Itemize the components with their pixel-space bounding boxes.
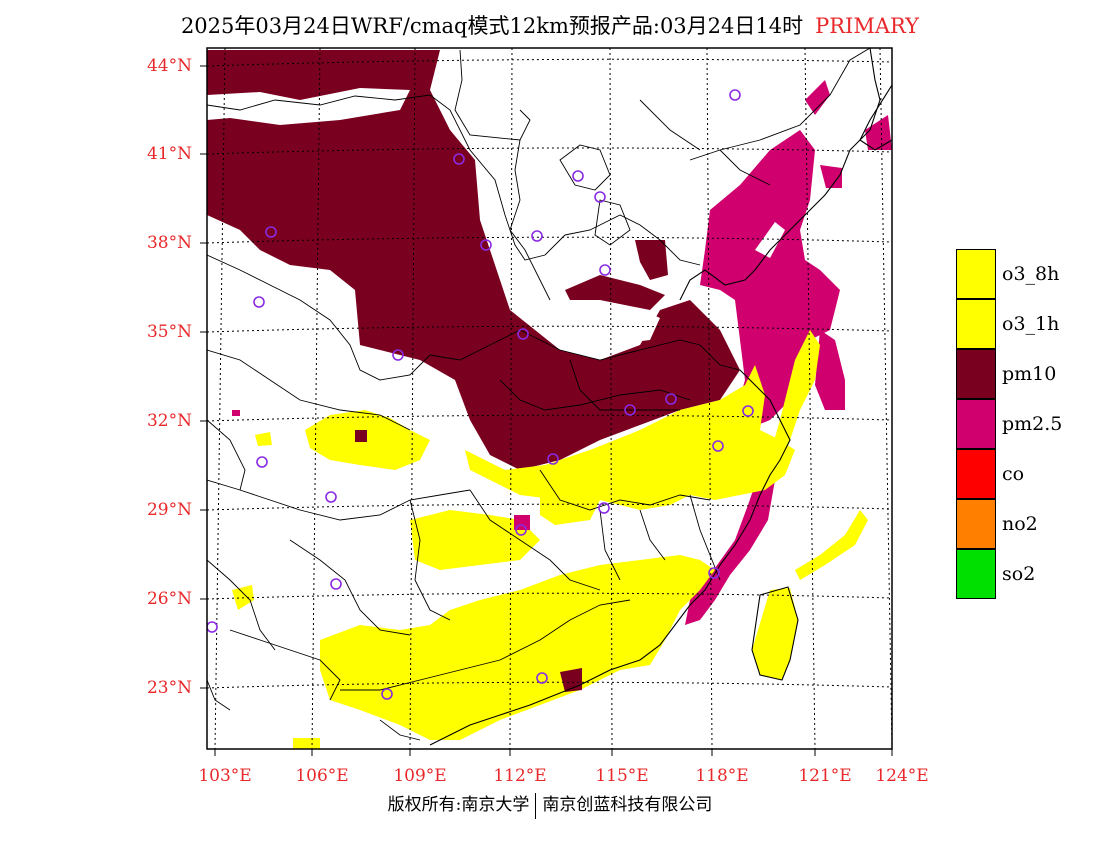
lat-label-38: 38°N bbox=[146, 233, 192, 253]
o3-taiwan bbox=[752, 588, 798, 680]
footer-left: 版权所有:南京大学 bbox=[387, 795, 530, 815]
map-frame bbox=[206, 47, 893, 750]
lon-label-103: 103°E bbox=[198, 766, 252, 786]
o3-bottom-left bbox=[293, 738, 320, 749]
legend-swatch-o3-8h bbox=[956, 249, 996, 299]
legend-label-co: co bbox=[1002, 463, 1025, 485]
pm25-ne3 bbox=[820, 165, 842, 188]
pm10-patch-small bbox=[635, 240, 668, 280]
o3-west-cluster bbox=[305, 410, 430, 470]
legend-label-pm10: pm10 bbox=[1002, 363, 1057, 385]
legend-swatch-o3-1h bbox=[956, 299, 996, 349]
lat-label-23: 23°N bbox=[146, 678, 192, 698]
footer-separator bbox=[535, 792, 537, 819]
coastline bbox=[429, 48, 892, 746]
legend-label-no2: no2 bbox=[1002, 513, 1038, 535]
o3-coast-strip bbox=[770, 330, 820, 470]
lon-label-106: 106°E bbox=[295, 766, 349, 786]
title-main: 2025年03月24日WRF/cmaq模式12km预报产品:03月24日14时 bbox=[180, 14, 804, 38]
pm25-coast-hole bbox=[755, 222, 785, 258]
legend-swatch-so2 bbox=[956, 549, 996, 599]
lon-label-112: 112°E bbox=[493, 766, 547, 786]
lon-label-109: 109°E bbox=[393, 766, 447, 786]
pm10-patch-north bbox=[565, 275, 665, 310]
o3-far-west bbox=[255, 432, 272, 446]
copyright-footer: 版权所有:南京大学 南京创蓝科技有限公司 bbox=[0, 790, 1100, 819]
o3-mid2 bbox=[540, 490, 600, 525]
legend-swatch-pm25 bbox=[956, 399, 996, 449]
pm25-ne bbox=[805, 80, 830, 115]
pm10-north-white bbox=[207, 88, 410, 125]
lat-label-29: 29°N bbox=[146, 500, 192, 520]
title-tag: PRIMARY bbox=[815, 14, 920, 38]
legend-swatch-no2 bbox=[956, 499, 996, 549]
legend-label-pm25: pm2.5 bbox=[1002, 413, 1063, 435]
legend-swatch-pm10 bbox=[956, 349, 996, 399]
legend-label-o3-8h: o3_8h bbox=[1002, 263, 1060, 285]
pm10-hole bbox=[580, 300, 660, 345]
legend-label-so2: so2 bbox=[1002, 563, 1036, 585]
footer-right: 南京创蓝科技有限公司 bbox=[542, 795, 713, 815]
lat-label-41: 41°N bbox=[146, 144, 192, 164]
lon-label-118: 118°E bbox=[695, 766, 749, 786]
o3-south bbox=[320, 555, 715, 740]
lat-label-35: 35°N bbox=[146, 322, 192, 342]
boundaries bbox=[207, 48, 871, 741]
map-title: 2025年03月24日WRF/cmaq模式12km预报产品:03月24日14时 P… bbox=[0, 10, 1100, 40]
lat-label-26: 26°N bbox=[146, 589, 192, 609]
pm25-dot-2 bbox=[232, 410, 240, 416]
pm25-east bbox=[815, 330, 845, 410]
o3-central bbox=[465, 365, 795, 510]
legend-swatch-co bbox=[956, 449, 996, 499]
o3-east-sea bbox=[795, 510, 868, 580]
lat-label-44: 44°N bbox=[146, 56, 192, 76]
graticule bbox=[207, 48, 892, 749]
pm10-dot-1 bbox=[355, 430, 367, 442]
lat-label-32: 32°N bbox=[146, 411, 192, 431]
ticks bbox=[200, 65, 893, 756]
legend-label-o3-1h: o3_1h bbox=[1002, 313, 1060, 335]
pm25-ne2 bbox=[865, 115, 892, 150]
o3-mid bbox=[410, 510, 540, 570]
lon-label-121: 121°E bbox=[798, 766, 852, 786]
lon-label-124: 124°E bbox=[875, 766, 929, 786]
pm10-region bbox=[207, 50, 740, 470]
lon-label-115: 115°E bbox=[595, 766, 649, 786]
stations bbox=[207, 89, 754, 700]
